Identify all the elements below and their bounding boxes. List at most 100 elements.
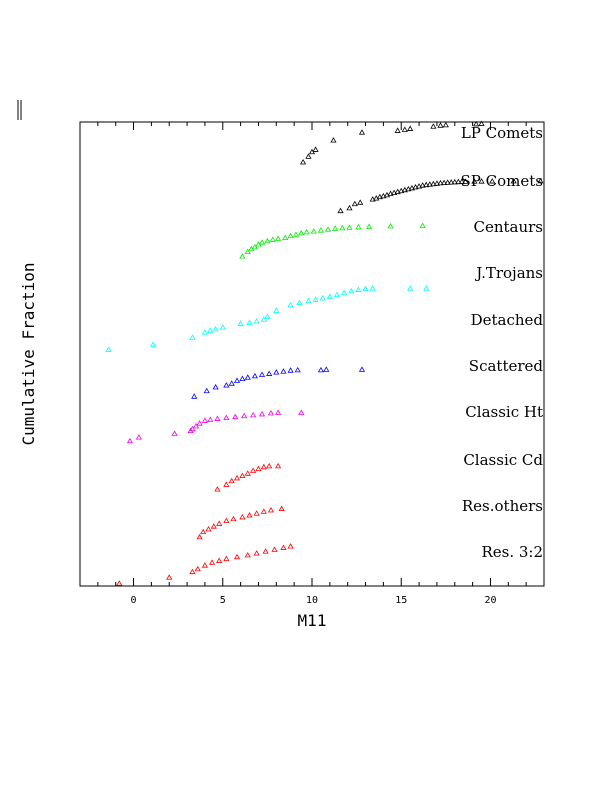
data-point bbox=[305, 153, 312, 159]
data-point bbox=[346, 224, 353, 230]
series-label: Classic Ht bbox=[465, 403, 543, 421]
data-point bbox=[310, 228, 317, 234]
data-point bbox=[223, 517, 230, 524]
data-point bbox=[294, 366, 301, 373]
data-point bbox=[430, 123, 437, 129]
data-point bbox=[407, 125, 414, 131]
data-point bbox=[280, 368, 287, 374]
data-point bbox=[346, 204, 353, 211]
data-point bbox=[362, 285, 369, 292]
data-point bbox=[171, 430, 178, 436]
data-point bbox=[223, 555, 230, 562]
data-point bbox=[278, 505, 285, 511]
data-point bbox=[251, 243, 258, 250]
data-point bbox=[239, 253, 246, 259]
data-point bbox=[376, 193, 383, 200]
data-point bbox=[150, 341, 157, 347]
data-point bbox=[275, 462, 282, 469]
data-point bbox=[332, 225, 339, 231]
data-point bbox=[258, 239, 266, 245]
plot-area bbox=[79, 121, 545, 587]
data-point bbox=[298, 409, 305, 415]
data-point bbox=[260, 463, 267, 470]
data-point bbox=[264, 237, 271, 244]
data-point bbox=[246, 512, 253, 518]
data-point bbox=[312, 296, 319, 302]
data-point bbox=[223, 414, 230, 421]
data-point bbox=[437, 122, 444, 128]
data-point bbox=[258, 410, 266, 417]
data-point bbox=[282, 234, 289, 241]
data-point bbox=[233, 553, 241, 560]
data-point bbox=[419, 222, 426, 228]
data-point bbox=[212, 326, 219, 332]
series-label: LP Comets bbox=[461, 124, 543, 142]
data-point bbox=[444, 179, 451, 185]
data-point bbox=[239, 513, 246, 520]
data-point bbox=[219, 324, 226, 330]
data-point bbox=[405, 185, 412, 192]
data-point bbox=[398, 187, 405, 194]
data-point bbox=[273, 307, 280, 313]
data-point bbox=[462, 178, 469, 184]
series-label: SP Comets bbox=[461, 172, 543, 190]
data-point bbox=[166, 574, 173, 580]
data-point bbox=[267, 506, 275, 513]
data-point bbox=[426, 181, 433, 187]
data-point bbox=[401, 126, 408, 132]
data-point bbox=[275, 235, 282, 241]
x-tick-label: 20 bbox=[484, 595, 496, 606]
data-point bbox=[255, 465, 262, 472]
y-axis-title: Cumulative Fraction bbox=[19, 262, 38, 445]
data-point bbox=[266, 462, 273, 469]
data-point bbox=[357, 199, 364, 205]
data-point bbox=[412, 184, 419, 190]
data-point bbox=[233, 377, 241, 383]
data-point bbox=[267, 409, 275, 416]
data-point bbox=[275, 409, 282, 415]
data-point bbox=[287, 543, 294, 549]
data-point bbox=[391, 189, 398, 195]
data-point bbox=[355, 223, 362, 230]
data-point bbox=[203, 387, 210, 394]
data-point bbox=[296, 299, 303, 305]
data-point bbox=[312, 146, 319, 152]
series-label: Centaurs bbox=[473, 218, 543, 236]
data-point bbox=[369, 285, 376, 291]
data-point bbox=[244, 374, 251, 380]
data-point bbox=[194, 565, 201, 572]
data-point bbox=[251, 372, 258, 379]
data-point bbox=[253, 318, 260, 324]
data-point bbox=[216, 557, 223, 563]
data-point bbox=[437, 179, 444, 186]
data-point bbox=[262, 548, 269, 554]
data-point bbox=[401, 186, 408, 193]
series-label: Res.others bbox=[462, 497, 543, 515]
data-point bbox=[305, 297, 312, 304]
data-point bbox=[408, 184, 416, 191]
data-point bbox=[126, 437, 134, 444]
data-point bbox=[317, 227, 325, 233]
data-point bbox=[323, 366, 330, 372]
data-point bbox=[196, 420, 203, 426]
data-point bbox=[260, 508, 267, 514]
data-point bbox=[448, 179, 455, 185]
data-point bbox=[440, 179, 448, 186]
data-point bbox=[351, 200, 358, 207]
data-point bbox=[271, 546, 278, 552]
series-label: Res. 3:2 bbox=[481, 543, 543, 561]
data-point bbox=[287, 367, 294, 373]
data-point bbox=[366, 223, 373, 229]
data-point bbox=[423, 181, 430, 188]
data-point bbox=[239, 472, 246, 479]
data-point bbox=[478, 178, 485, 184]
x-axis-title: M11 bbox=[298, 611, 327, 630]
data-point bbox=[355, 286, 362, 292]
data-point bbox=[380, 192, 387, 199]
data-point bbox=[266, 370, 273, 376]
data-point bbox=[333, 291, 341, 298]
data-point bbox=[280, 544, 287, 550]
data-point bbox=[455, 178, 462, 185]
data-point bbox=[223, 382, 230, 388]
